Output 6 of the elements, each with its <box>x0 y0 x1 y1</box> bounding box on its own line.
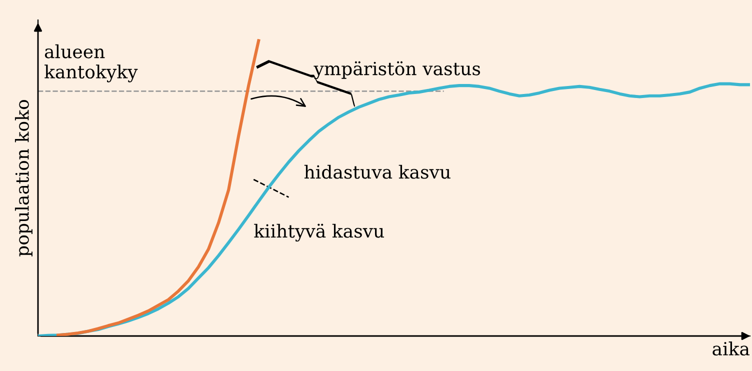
y-axis-title: populaation koko <box>14 100 32 256</box>
annotation: ympäristön vastus <box>314 61 480 80</box>
annotation: kiihtyvä kasvu <box>254 224 384 242</box>
annotation: hidastuva kasvu <box>304 164 450 179</box>
ref-line-label: alueen kantokyky <box>44 44 138 82</box>
x-axis-title: aika <box>712 342 750 356</box>
